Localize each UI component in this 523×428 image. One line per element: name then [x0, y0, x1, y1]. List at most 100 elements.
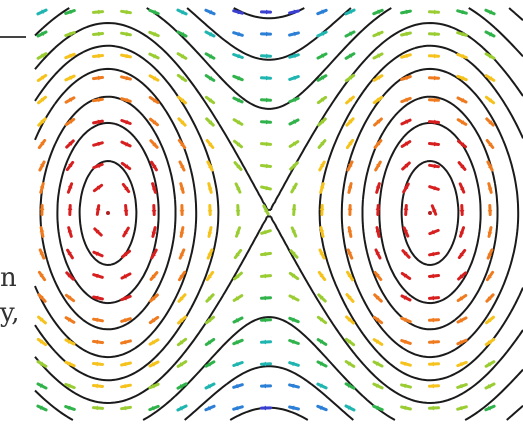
field-arrow [36, 52, 48, 60]
field-arrow [260, 317, 272, 323]
field-arrow [176, 52, 188, 60]
field-arrow [375, 226, 381, 238]
field-arrow [178, 160, 186, 172]
field-arrow [232, 361, 244, 367]
field-arrow [316, 8, 328, 16]
center-point-2 [428, 211, 432, 215]
field-arrow [204, 360, 216, 368]
field-arrow [316, 95, 328, 105]
field-arrow [428, 163, 440, 169]
field-arrow [92, 273, 104, 279]
field-arrow [373, 117, 383, 127]
field-arrow [37, 315, 47, 325]
contour-line-6 [34, 22, 523, 404]
field-arrow [65, 160, 75, 172]
field-arrow [64, 316, 76, 324]
field-arrow [150, 248, 158, 260]
field-arrow [456, 53, 468, 59]
field-arrow [64, 52, 76, 60]
field-arrow [148, 382, 160, 390]
field-arrow [400, 405, 412, 411]
field-arrow [428, 141, 440, 147]
field-arrow [288, 316, 300, 324]
field-arrow [36, 8, 48, 16]
field-arrow [92, 53, 104, 59]
field-arrow [288, 383, 300, 389]
field-arrow [148, 30, 160, 38]
field-arrow [400, 31, 412, 37]
field-arrow [347, 204, 353, 216]
field-arrow [345, 315, 355, 325]
field-arrow [459, 204, 465, 216]
field-arrow [458, 182, 466, 194]
field-arrow [484, 360, 496, 368]
field-arrow [148, 74, 160, 82]
field-arrow [344, 73, 356, 83]
field-arrow [64, 293, 76, 303]
field-arrow [400, 294, 412, 302]
field-arrow [205, 117, 215, 127]
field-arrow [92, 339, 104, 345]
field-arrow [346, 270, 354, 282]
field-arrow [428, 273, 440, 279]
contour-lines [34, 7, 523, 421]
field-arrow [288, 294, 300, 302]
field-arrow [456, 9, 468, 15]
field-arrow [148, 52, 160, 60]
field-arrow [428, 339, 440, 345]
field-arrow [120, 405, 132, 411]
field-arrow [92, 141, 104, 147]
field-arrow [260, 185, 272, 191]
field-arrow [37, 95, 47, 105]
field-arrow [205, 139, 215, 149]
clipped-text-fragment-2: y, [0, 298, 20, 328]
field-arrow [92, 119, 104, 125]
field-arrow [402, 226, 410, 238]
fixed-points [106, 211, 432, 215]
field-arrow [288, 9, 300, 15]
field-arrow [486, 160, 494, 172]
field-arrow [428, 75, 440, 81]
field-arrow [316, 315, 328, 325]
field-arrow [120, 9, 132, 15]
field-arrow [400, 272, 412, 280]
field-arrow [64, 31, 76, 37]
field-arrow [318, 248, 326, 260]
field-arrow [204, 30, 216, 38]
field-arrow [148, 8, 160, 16]
field-arrow [485, 117, 495, 127]
field-arrow [428, 251, 440, 257]
field-arrow [400, 118, 412, 126]
field-arrow [486, 248, 494, 260]
field-arrow [204, 95, 216, 105]
field-arrow [487, 182, 493, 194]
field-arrow [484, 52, 496, 60]
field-arrow [372, 360, 384, 368]
field-arrow [64, 338, 76, 346]
field-arrow [120, 294, 132, 302]
field-arrow [344, 52, 356, 60]
field-arrow [92, 317, 104, 323]
field-arrow [316, 382, 328, 390]
field-arrow [428, 317, 440, 323]
field-arrow [67, 226, 73, 238]
field-arrow [120, 53, 132, 59]
field-arrow [232, 338, 244, 346]
field-arrow [36, 30, 48, 38]
field-arrow [288, 75, 300, 81]
field-arrow [375, 204, 381, 216]
field-arrow [344, 8, 356, 16]
field-arrow [38, 160, 46, 172]
contour-line-8 [184, 7, 523, 421]
field-arrow [484, 338, 496, 346]
field-arrow [232, 316, 244, 324]
field-arrow [456, 316, 468, 324]
field-arrow [428, 119, 440, 125]
field-arrow [176, 30, 188, 38]
field-arrow [260, 295, 272, 301]
field-arrow [260, 141, 272, 147]
field-arrow [233, 161, 243, 171]
field-arrow [64, 405, 76, 411]
field-arrow [204, 8, 216, 16]
field-arrow [260, 339, 272, 345]
